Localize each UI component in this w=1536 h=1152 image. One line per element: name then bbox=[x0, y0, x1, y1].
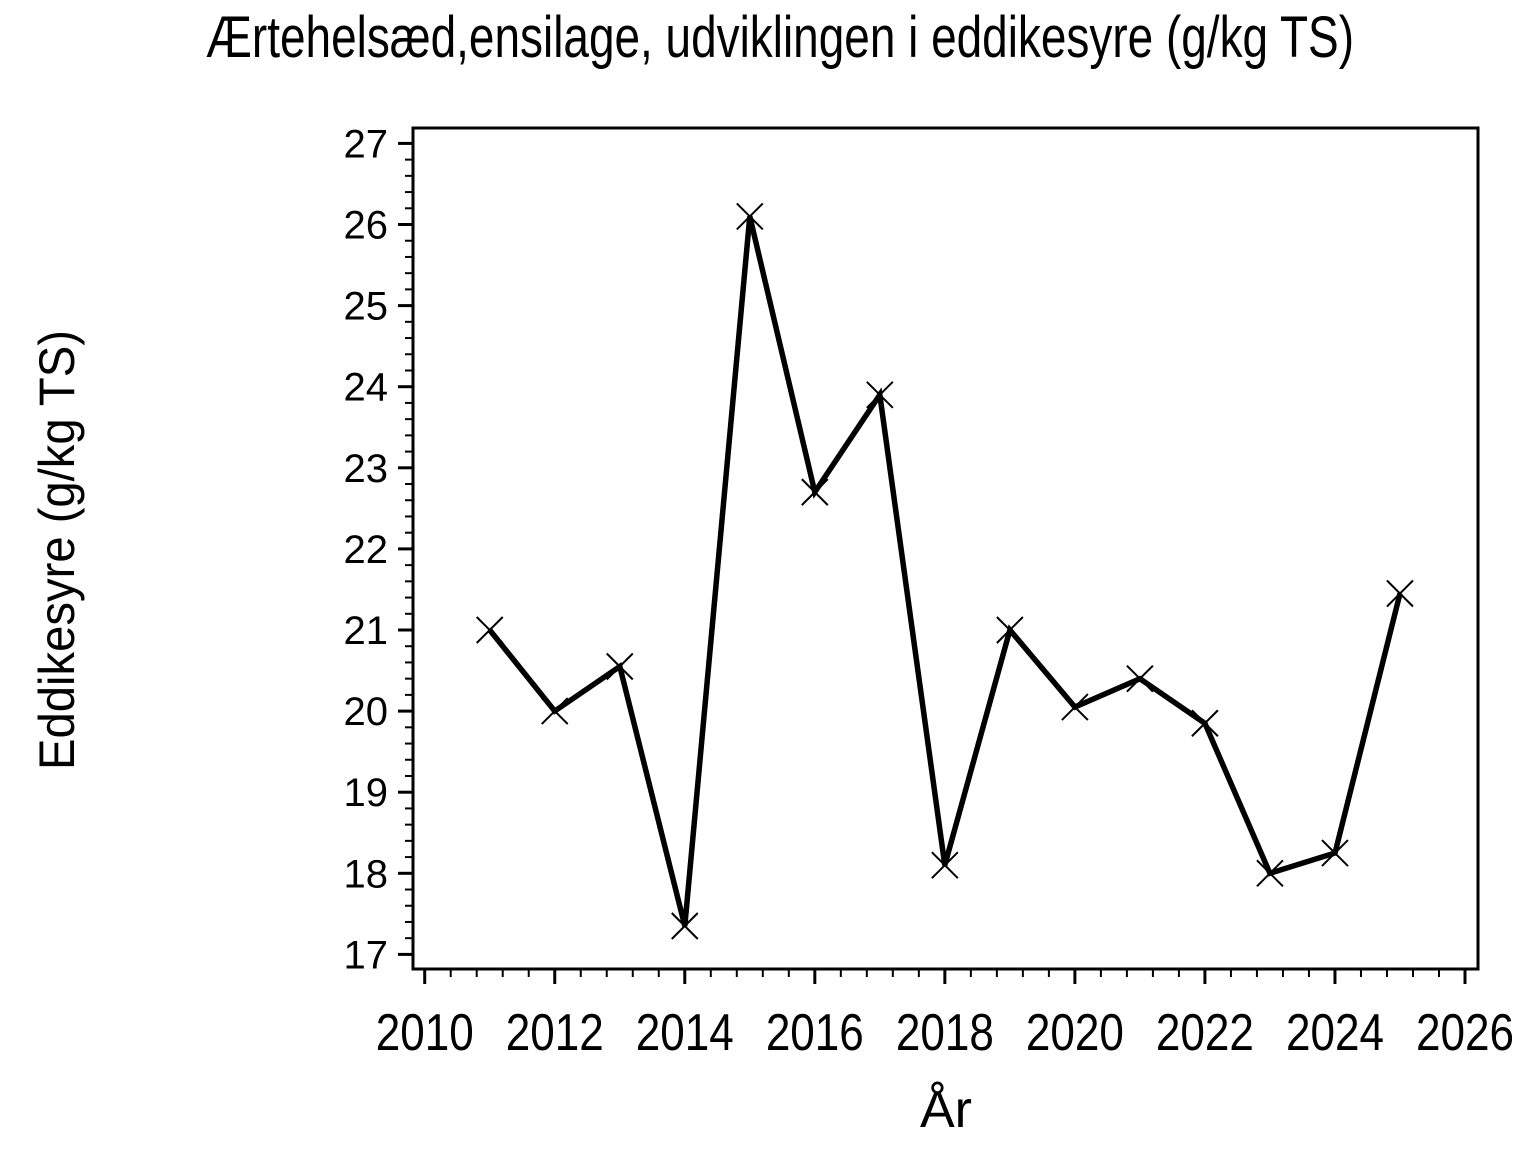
x-tick-label: 2014 bbox=[636, 1004, 734, 1062]
x-axis-tick-labels: 2010 2012 2014 2016 2018 2020 2022 2024 2026 bbox=[376, 1004, 1514, 1062]
marker-stroke bbox=[476, 616, 504, 644]
marker-stroke bbox=[541, 697, 569, 725]
y-tick-label: 23 bbox=[344, 447, 389, 491]
data-point-marker bbox=[1386, 579, 1414, 608]
marker-stroke bbox=[1061, 693, 1089, 721]
data-point-marker bbox=[866, 381, 894, 409]
data-point-marker bbox=[541, 697, 569, 725]
marker-stroke bbox=[1321, 839, 1349, 867]
data-point-marker bbox=[736, 202, 764, 231]
marker-stroke bbox=[1256, 859, 1284, 888]
y-tick-label: 18 bbox=[344, 852, 389, 896]
y-tick-label: 26 bbox=[344, 204, 389, 248]
y-tick-label: 19 bbox=[344, 771, 389, 815]
data-point-marker bbox=[1321, 839, 1349, 867]
y-tick-label: 24 bbox=[344, 366, 389, 410]
y-tick-label: 22 bbox=[344, 528, 389, 572]
marker-stroke bbox=[866, 381, 894, 409]
marker-stroke bbox=[671, 912, 699, 940]
x-axis-ticks bbox=[423, 969, 1467, 984]
x-tick-label: 2020 bbox=[1026, 1004, 1124, 1062]
data-point-marker bbox=[1256, 859, 1284, 888]
data-point-marker bbox=[996, 616, 1024, 644]
marker-stroke bbox=[736, 202, 764, 231]
marker-stroke bbox=[1191, 709, 1219, 737]
y-tick-label: 21 bbox=[344, 609, 389, 653]
y-tick-label: 20 bbox=[344, 690, 389, 734]
x-tick-label: 2010 bbox=[376, 1004, 474, 1062]
data-point-marker bbox=[606, 652, 634, 681]
data-point-marker bbox=[1061, 693, 1089, 721]
marker-stroke bbox=[1386, 579, 1414, 608]
x-tick-label: 2022 bbox=[1156, 1004, 1254, 1062]
data-series-line bbox=[487, 215, 1403, 927]
data-point-marker bbox=[931, 851, 959, 879]
data-point-marker bbox=[671, 912, 699, 940]
data-point-marker bbox=[1191, 709, 1219, 737]
x-tick-label: 2012 bbox=[506, 1004, 604, 1062]
marker-stroke bbox=[996, 616, 1024, 644]
marker-stroke bbox=[931, 851, 959, 879]
y-tick-label: 27 bbox=[344, 122, 389, 166]
y-tick-label: 17 bbox=[344, 933, 389, 977]
series-polyline bbox=[487, 215, 1403, 927]
y-tick-label: 25 bbox=[344, 285, 389, 329]
y-axis-tick-labels: 17 18 19 20 21 22 23 24 25 26 27 bbox=[344, 122, 389, 977]
marker-stroke bbox=[1126, 664, 1154, 693]
plot-frame bbox=[411, 126, 1480, 971]
x-tick-label: 2026 bbox=[1416, 1004, 1514, 1062]
x-tick-label: 2018 bbox=[896, 1004, 994, 1062]
chart-title: Ærtehelsæd,ensilage, udviklingen i eddik… bbox=[206, 5, 1354, 70]
marker-stroke bbox=[801, 478, 829, 506]
marker-stroke bbox=[606, 652, 634, 681]
x-tick-label: 2016 bbox=[766, 1004, 864, 1062]
data-point-marker bbox=[1126, 664, 1154, 693]
data-point-marker bbox=[476, 616, 504, 644]
x-tick-label: 2024 bbox=[1286, 1004, 1384, 1062]
data-point-marker bbox=[801, 478, 829, 506]
data-series-markers bbox=[476, 202, 1414, 940]
y-axis-ticks bbox=[398, 141, 413, 956]
y-axis-title: Eddikesyre (g/kg TS) bbox=[29, 330, 85, 770]
x-axis-title: År bbox=[920, 1081, 972, 1139]
